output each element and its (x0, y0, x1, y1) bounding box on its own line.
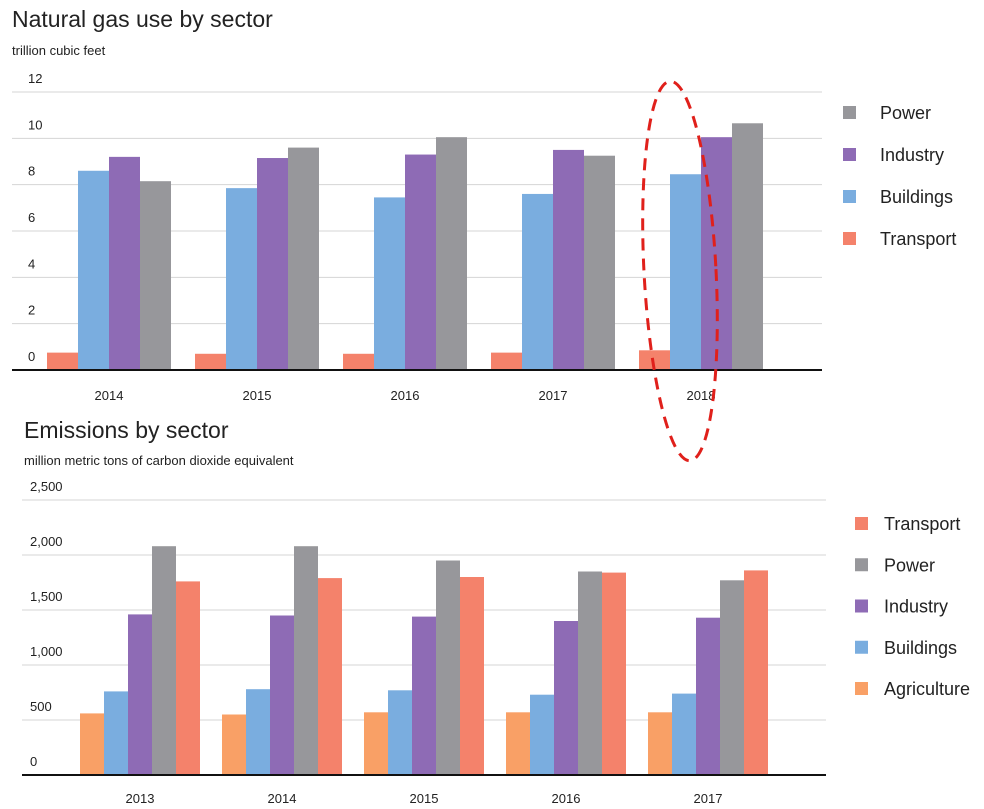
bar (412, 616, 436, 775)
highlight-ellipse (641, 79, 719, 463)
bar (672, 693, 696, 775)
x-tick-label: 2015 (410, 791, 439, 806)
bar (128, 614, 152, 775)
plots: 0 2 4 6 8 10 12 2014 2015 2016 2017 2018 Power Indust… (12, 71, 970, 806)
bar (374, 197, 405, 370)
y-tick-label: 0 (28, 349, 35, 364)
legend-swatch (855, 517, 868, 530)
x-tick-label: 2016 (552, 791, 581, 806)
bar (246, 689, 270, 775)
bar (602, 572, 626, 775)
bar (530, 694, 554, 775)
legend-swatch (855, 640, 868, 654)
bar (222, 714, 246, 775)
bar (732, 123, 763, 371)
y-tick-label: 2,500 (30, 479, 63, 494)
x-tick-label: 2015 (243, 388, 272, 403)
bar (436, 137, 467, 370)
legend-swatch (843, 232, 856, 245)
y-tick-label: 4 (28, 256, 35, 271)
x-tick-label: 2017 (694, 791, 723, 806)
legend-swatch (843, 148, 856, 161)
bar (80, 713, 104, 775)
bar (578, 571, 602, 775)
y-tick-label: 1,000 (30, 644, 63, 659)
chart-subtitle: trillion cubic feet (12, 43, 106, 58)
legend-label: Buildings (884, 638, 957, 658)
bar (696, 617, 720, 775)
bar (343, 353, 374, 370)
legend-swatch (843, 106, 856, 119)
y-tick-label: 10 (28, 117, 42, 132)
legend-swatch (843, 190, 856, 203)
chart-subtitle: million metric tons of carbon dioxide eq… (24, 453, 294, 468)
bar (294, 546, 318, 775)
y-tick-label: 0 (30, 754, 37, 769)
bar (670, 174, 701, 370)
bar (109, 156, 140, 370)
bar (318, 578, 342, 775)
bar (405, 154, 436, 370)
legend-label: Agriculture (884, 679, 970, 699)
x-tick-label: 2014 (95, 388, 124, 403)
x-tick-label: 2018 (687, 388, 716, 403)
x-tick-label: 2013 (126, 791, 155, 806)
bar (639, 350, 670, 370)
legend-swatch (855, 599, 868, 613)
bar (720, 580, 744, 775)
bar (364, 712, 388, 775)
legend-label: Industry (884, 597, 948, 617)
bar (140, 181, 171, 370)
bar (522, 193, 553, 370)
legend-swatch (855, 682, 868, 695)
bar (226, 188, 257, 370)
x-tick-label: 2016 (391, 388, 420, 403)
bar (584, 155, 615, 370)
bar (270, 615, 294, 775)
bar (104, 691, 128, 775)
bar (176, 581, 200, 775)
bar (436, 560, 460, 775)
bar (388, 690, 412, 775)
y-tick-label: 1,500 (30, 589, 63, 604)
bar (460, 577, 484, 775)
x-tick-label: 2017 (539, 388, 568, 403)
bar (152, 546, 176, 775)
legend-label: Power (880, 103, 931, 123)
bar (553, 149, 584, 370)
bar (288, 147, 319, 370)
legend-label: Industry (880, 145, 944, 165)
y-tick-label: 2 (28, 303, 35, 318)
y-tick-label: 2,000 (30, 534, 63, 549)
bar (257, 158, 288, 370)
legend-label: Transport (884, 514, 960, 534)
legend-label: Buildings (880, 187, 953, 207)
bar (491, 352, 522, 370)
legend-label: Power (884, 555, 935, 575)
y-tick-label: 8 (28, 164, 35, 179)
bar (195, 353, 226, 370)
y-tick-label: 6 (28, 210, 35, 225)
bar (78, 170, 109, 370)
y-tick-label: 500 (30, 699, 52, 714)
bar (648, 712, 672, 775)
bar (554, 621, 578, 775)
chart-title: Natural gas use by sector (12, 6, 273, 32)
y-tick-label: 12 (28, 71, 42, 86)
bar (744, 570, 768, 775)
x-tick-label: 2014 (268, 791, 297, 806)
bar (47, 352, 78, 370)
chart-title: Emissions by sector (24, 417, 229, 443)
bar (506, 712, 530, 775)
legend-label: Transport (880, 229, 956, 249)
legend-swatch (855, 558, 868, 572)
